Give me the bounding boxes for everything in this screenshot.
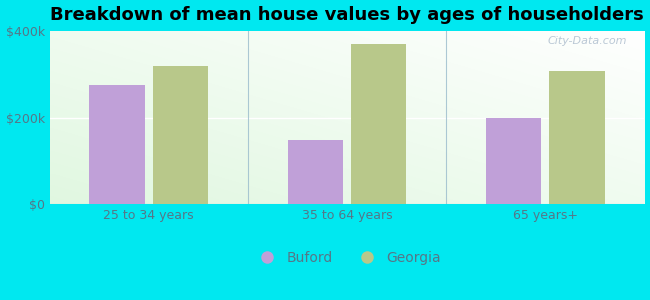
Bar [549,70,604,204]
Text: City-Data.com: City-Data.com [547,36,627,46]
Bar [351,44,406,204]
Bar [89,85,145,204]
Title: Breakdown of mean house values by ages of householders: Breakdown of mean house values by ages o… [50,6,644,24]
Bar [486,118,541,204]
Bar [287,140,343,204]
Legend: Buford, Georgia: Buford, Georgia [247,245,447,270]
Bar [153,66,208,204]
